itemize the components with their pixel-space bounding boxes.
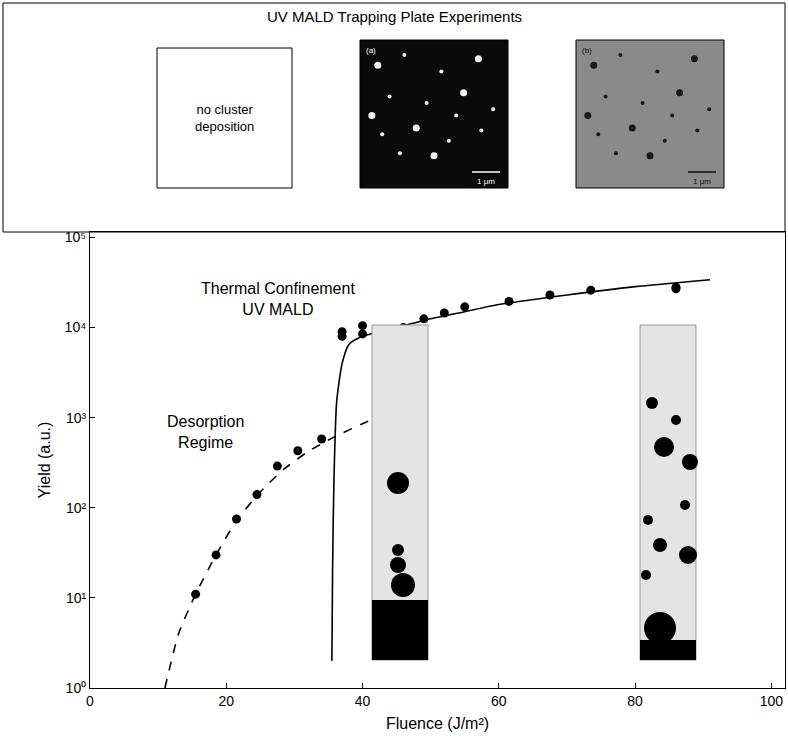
svg-text:10⁴: 10⁴ [65, 319, 87, 335]
svg-text:UV MALD Trapping Plate Experim: UV MALD Trapping Plate Experiments [267, 8, 522, 25]
svg-text:10¹: 10¹ [66, 590, 87, 606]
svg-text:10³: 10³ [66, 410, 87, 426]
svg-text:100: 100 [760, 693, 784, 709]
svg-text:(b): (b) [582, 46, 592, 55]
svg-text:40: 40 [355, 693, 371, 709]
svg-text:1 μm: 1 μm [693, 177, 711, 186]
svg-text:1 μm: 1 μm [477, 177, 495, 186]
svg-text:60: 60 [491, 693, 507, 709]
svg-text:Thermal ConfinementUV MALD: Thermal ConfinementUV MALD [201, 280, 355, 318]
svg-text:0: 0 [86, 693, 94, 709]
svg-text:20: 20 [218, 693, 234, 709]
svg-text:10²: 10² [66, 500, 87, 516]
svg-text:DesorptionRegime: DesorptionRegime [167, 413, 244, 451]
svg-text:no clusterdeposition: no clusterdeposition [195, 102, 254, 134]
svg-text:Yield (a.u.): Yield (a.u.) [36, 422, 53, 499]
svg-text:Fluence (J/m²): Fluence (J/m²) [386, 715, 489, 732]
svg-text:80: 80 [627, 693, 643, 709]
svg-text:10⁰: 10⁰ [66, 680, 87, 696]
svg-text:(a): (a) [366, 46, 376, 55]
svg-text:10⁵: 10⁵ [65, 229, 86, 245]
